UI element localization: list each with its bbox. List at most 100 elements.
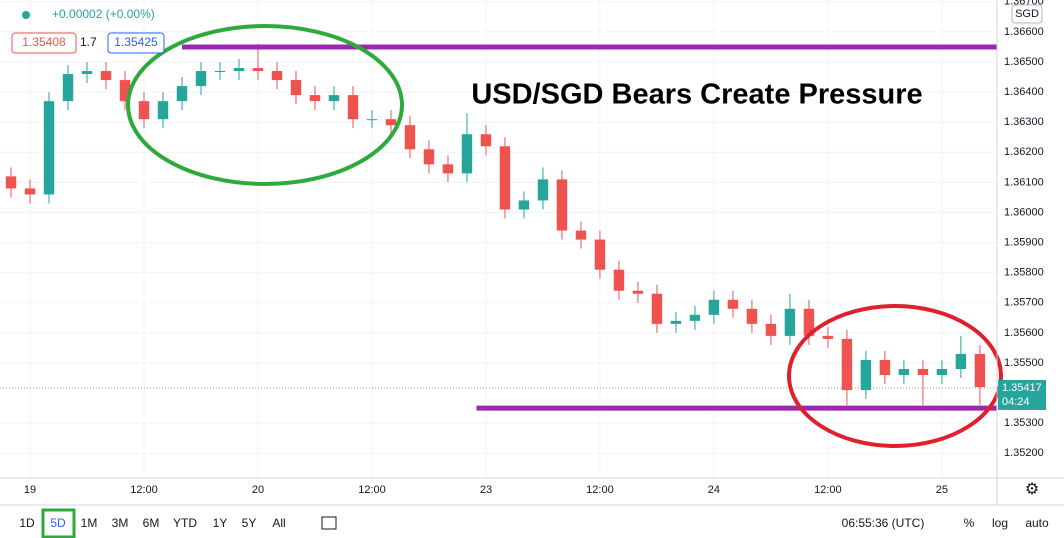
y-tick-label: 1.35200 — [1004, 447, 1044, 459]
x-tick-label: 19 — [24, 484, 36, 496]
candle-body — [632, 290, 644, 294]
candle-body — [784, 308, 796, 336]
candle-body — [157, 101, 169, 120]
candle-body — [290, 80, 302, 96]
bid-box[interactable] — [11, 32, 77, 54]
y-tick-label: 1.36400 — [1004, 86, 1044, 98]
scale-option[interactable]: log — [992, 516, 1008, 530]
range-button[interactable]: 6M — [143, 516, 160, 530]
y-tick-label: 1.36600 — [1004, 26, 1044, 38]
candle-body — [708, 299, 720, 315]
settings-icon[interactable]: ⚙ — [1025, 481, 1039, 498]
y-tick-label: 1.35500 — [1004, 357, 1044, 369]
candle-body — [100, 71, 112, 81]
y-tick-label: 1.35600 — [1004, 327, 1044, 339]
x-tick-label: 12:00 — [586, 484, 614, 496]
y-tick-label: 1.36100 — [1004, 176, 1044, 188]
compare-icon[interactable] — [321, 516, 337, 530]
candle-body — [347, 95, 359, 120]
candle-body — [670, 320, 682, 324]
range-button[interactable]: 1D — [19, 516, 35, 530]
range-button[interactable]: All — [272, 516, 285, 530]
candle-body — [119, 80, 131, 102]
candle-body — [81, 71, 93, 75]
candle-body — [309, 95, 321, 102]
y-tick-label: 1.35700 — [1004, 297, 1044, 309]
x-tick-label: 12:00 — [358, 484, 386, 496]
x-tick-label: 23 — [480, 484, 492, 496]
range-button[interactable]: 3M — [112, 516, 129, 530]
candle-body — [24, 188, 36, 195]
y-tick-label: 1.36300 — [1004, 116, 1044, 128]
candle-body — [765, 323, 777, 336]
scale-option[interactable]: auto — [1025, 516, 1049, 530]
x-tick-label: 20 — [252, 484, 264, 496]
status-dot — [22, 11, 30, 19]
candle-body — [594, 239, 606, 270]
candle-body — [822, 335, 834, 339]
last-price: 1.35417 — [1002, 382, 1042, 394]
grid-layer — [0, 0, 997, 478]
candle-body — [974, 353, 986, 388]
y-tick-label: 1.35900 — [1004, 236, 1044, 248]
range-button[interactable]: YTD — [173, 516, 197, 530]
candle-body — [138, 101, 150, 120]
candle-body — [385, 119, 397, 126]
x-tick-label: 24 — [708, 484, 720, 496]
candle-body — [5, 176, 17, 189]
spread: 1.7 — [80, 35, 97, 49]
y-tick-label: 1.35800 — [1004, 267, 1044, 279]
candle-body — [176, 86, 188, 102]
y-tick-label: 1.36200 — [1004, 146, 1044, 158]
range-button[interactable]: 1M — [81, 516, 98, 530]
candle-body — [727, 299, 739, 309]
candle-body — [366, 119, 378, 121]
highlight-ellipse — [126, 24, 404, 186]
candle-body — [480, 134, 492, 147]
ask-box[interactable] — [107, 32, 165, 54]
candle-body — [575, 230, 587, 240]
x-tick-label: 25 — [936, 484, 948, 496]
candle-body — [898, 369, 910, 376]
ask-price: 1.35425 — [114, 35, 158, 49]
active-range-box — [41, 508, 76, 538]
candle-body — [62, 74, 74, 102]
candle-body — [917, 369, 929, 376]
candle-body — [879, 359, 891, 376]
candle-body — [43, 101, 55, 195]
countdown: 04:24 — [1002, 396, 1030, 408]
bid-price: 1.35408 — [22, 35, 66, 49]
candle-body — [271, 71, 283, 81]
y-tick-label: 1.36500 — [1004, 56, 1044, 68]
candle-body — [955, 353, 967, 370]
candle-body — [860, 359, 872, 391]
toolbar: 1D 5D 1M 3M 6M YTD 1Y 5Y All 06:55:36 (UTC)% log au… — [19, 508, 1049, 538]
candle-body — [537, 179, 549, 201]
x-tick-label: 12:00 — [130, 484, 158, 496]
candle-body — [214, 71, 226, 73]
last-price-box — [998, 379, 1046, 410]
y-tick-label: 1.35300 — [1004, 417, 1044, 429]
currency: SGD — [1015, 8, 1039, 20]
candle-body — [195, 71, 207, 87]
candle-body — [613, 269, 625, 291]
currency-box[interactable] — [1011, 4, 1043, 24]
scale-option[interactable]: % — [964, 516, 975, 530]
candle-body — [556, 179, 568, 231]
range-button[interactable]: 5D — [50, 516, 66, 530]
candle-body — [499, 146, 511, 210]
candle-body — [404, 125, 416, 150]
candle-body — [803, 308, 815, 336]
candle-body — [518, 200, 530, 210]
y-tick-label: 1.36000 — [1004, 206, 1044, 218]
candle-body — [328, 95, 340, 102]
change-text: +0.00002 (+0.00%) — [52, 7, 155, 21]
candle-body — [651, 293, 663, 324]
candle-body — [461, 134, 473, 174]
range-button[interactable]: 1Y — [213, 516, 228, 530]
marks-layer — [0, 43, 997, 411]
range-button[interactable]: 5Y — [242, 516, 257, 530]
highlight-ellipse — [787, 304, 1003, 448]
candle-body — [841, 338, 853, 391]
